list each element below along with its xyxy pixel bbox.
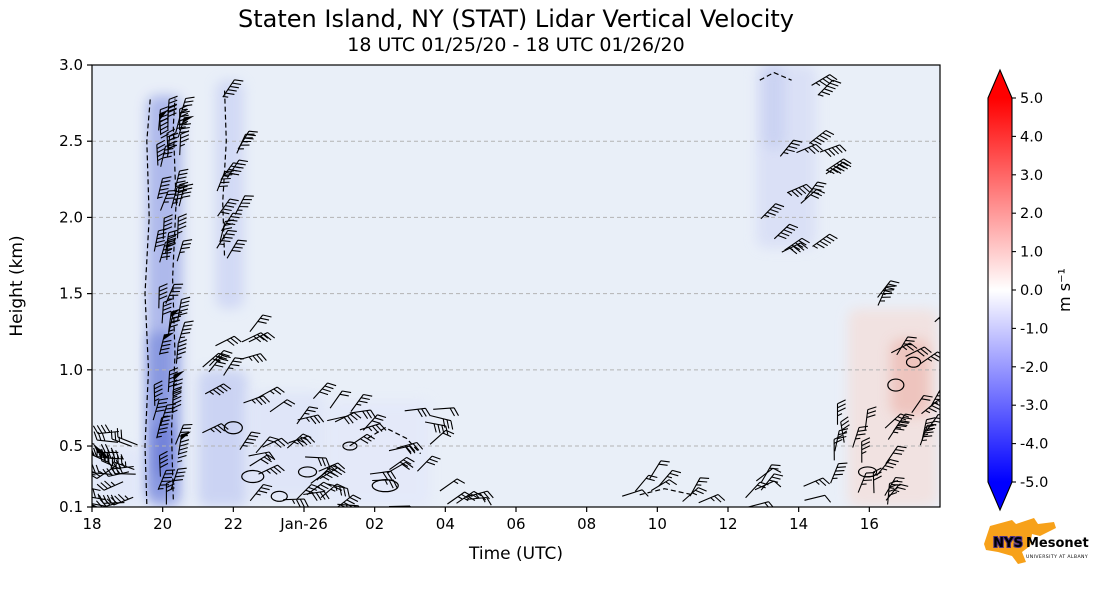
colorbar-tick-label: -4.0 [1020,437,1048,453]
x-tick-label: 20 [153,515,172,533]
x-tick-label: 10 [648,515,667,533]
colorbar-tick-label: 4.0 [1020,129,1043,145]
nys-mesonet-logo: NYS Mesonet UNIVERSITY AT ALBANY [984,518,1089,564]
logo-mesonet-text: Mesonet [1026,536,1089,551]
x-tick-label: 04 [436,515,455,533]
y-tick-label: 2.5 [59,132,83,150]
colorbar-tick-label: -2.0 [1020,360,1048,376]
x-tick-label: 14 [789,515,808,533]
x-tick-label: 16 [860,515,879,533]
axes: 18 20 22 Jan-26 02 04 06 08 10 12 14 16 3.0 2.5 2.0 1.5… [7,56,879,564]
colorbar-tick-label: -1.0 [1020,321,1048,337]
colorbar-tick-label: 0.0 [1020,283,1043,299]
logo-subtext: UNIVERSITY AT ALBANY [1026,554,1088,560]
x-tick-label: 18 [82,515,101,533]
x-tick-label: 06 [506,515,525,533]
y-tick-label: 1.5 [59,285,83,303]
x-tick-label: 22 [224,515,243,533]
colorbar-tick-label: 5.0 [1020,91,1043,107]
ny-state-shape [984,518,1056,564]
colorbar-tick-label: 1.0 [1020,245,1043,261]
colorbar-tick-label: -3.0 [1020,398,1048,414]
y-tick-label: 0.5 [59,437,83,455]
logo-nys-text: NYS [993,536,1023,551]
colorbar: 5.0 4.0 3.0 2.0 1.0 0.0 -1.0 -2.0 -3.0 -4.0 -5.0 m … [987,68,1074,512]
colorbar-label: m s⁻¹ [1055,268,1074,312]
x-tick-label: Jan-26 [279,515,328,533]
colorbar-tick-label: -5.0 [1020,475,1048,491]
y-tick-label: 0.1 [59,498,83,516]
x-tick-label: 12 [718,515,737,533]
colorbar-tick-label: 2.0 [1020,206,1043,222]
y-axis-label: Height (km) [7,235,27,336]
x-tick-label: 02 [365,515,384,533]
colorbar-tick-label: 3.0 [1020,168,1043,184]
wind-barbs [92,74,940,507]
y-tick-label: 1.0 [59,361,83,379]
y-tick-label: 3.0 [59,56,83,74]
y-tick-label: 2.0 [59,208,83,226]
x-axis-label: Time (UTC) [468,544,563,564]
x-tick-label: 08 [577,515,596,533]
